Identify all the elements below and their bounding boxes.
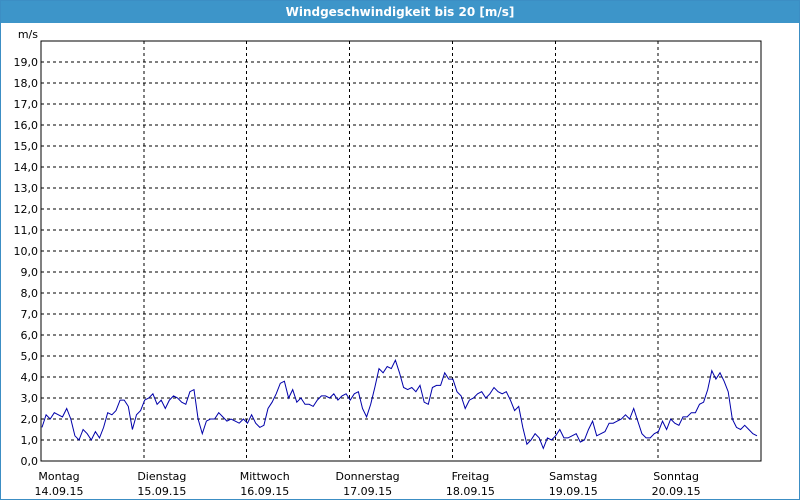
x-tick-day: Donnerstag xyxy=(335,470,399,483)
x-tick-date: 17.09.15 xyxy=(343,485,392,498)
y-tick-label: 5,0 xyxy=(21,350,39,363)
y-tick-label: 19,0 xyxy=(14,56,39,69)
y-tick-label: 14,0 xyxy=(14,161,39,174)
y-axis-label: m/s xyxy=(18,28,38,41)
y-tick-label: 16,0 xyxy=(14,119,39,132)
y-tick-label: 3,0 xyxy=(21,392,39,405)
x-tick-date: 18.09.15 xyxy=(446,485,495,498)
y-tick-label: 18,0 xyxy=(14,77,39,90)
y-tick-label: 2,0 xyxy=(21,413,39,426)
plot-area: 0,0 1,0 2,0 3,0 4,0 5,0 6,0 7,0 8,0 9,0 10,0 11,0 12… xyxy=(14,28,762,498)
x-tick-date: 19.09.15 xyxy=(549,485,598,498)
y-tick-label: 6,0 xyxy=(21,329,39,342)
y-tick-label: 0,0 xyxy=(21,455,39,468)
plot-frame xyxy=(40,40,762,462)
x-tick-date: 14.09.15 xyxy=(35,485,84,498)
y-tick-label: 13,0 xyxy=(14,182,39,195)
wind-speed-series-line xyxy=(41,358,758,450)
x-tick-date: 20.09.15 xyxy=(652,485,701,498)
x-tick-date: 16.09.15 xyxy=(240,485,289,498)
x-tick-day: Montag xyxy=(38,470,79,483)
y-tick-label: 12,0 xyxy=(14,203,39,216)
y-tick-label: 9,0 xyxy=(21,266,39,279)
y-tick-label: 10,0 xyxy=(14,245,39,258)
wind-speed-chart: 0,0 1,0 2,0 3,0 4,0 5,0 6,0 7,0 8,0 9,0 10,0 11,0 12… xyxy=(14,28,762,498)
x-tick-day: Sonntag xyxy=(653,470,699,483)
x-tick-date: 15.09.15 xyxy=(137,485,186,498)
y-tick-label: 15,0 xyxy=(14,140,39,153)
x-tick-day: Freitag xyxy=(452,470,490,483)
y-tick-label: 11,0 xyxy=(14,224,39,237)
y-tick-label: 4,0 xyxy=(21,371,39,384)
x-tick-day: Dienstag xyxy=(137,470,186,483)
window-title: Windgeschwindigkeit bis 20 [m/s] xyxy=(1,1,799,23)
y-tick-label: 8,0 xyxy=(21,287,39,300)
y-tick-label: 17,0 xyxy=(14,98,39,111)
y-tick-label: 7,0 xyxy=(21,308,39,321)
x-tick-day: Mittwoch xyxy=(240,470,290,483)
x-tick-day: Samstag xyxy=(549,470,597,483)
y-tick-label: 1,0 xyxy=(21,434,39,447)
